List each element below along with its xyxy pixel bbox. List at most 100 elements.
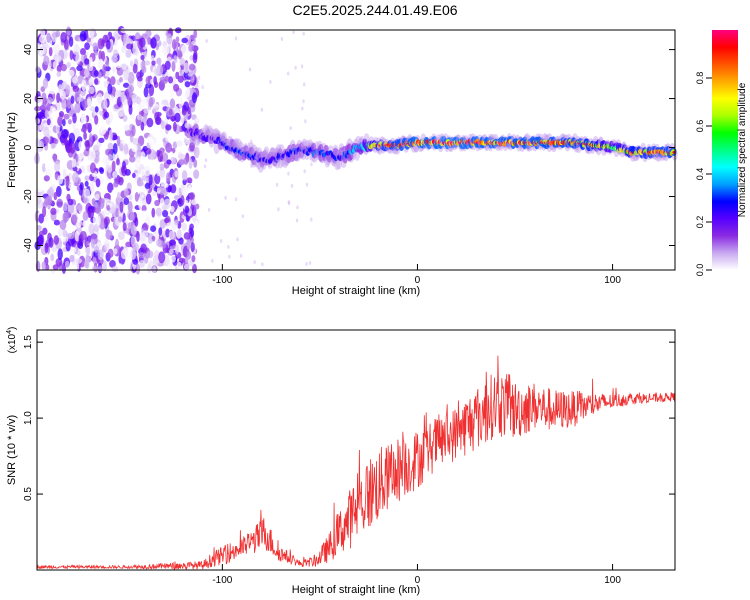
spectrogram-cell (190, 242, 195, 253)
spectrogram-cell (302, 99, 305, 104)
spectrogram-cell (117, 216, 123, 223)
spectrogram-cell (138, 252, 146, 259)
spectrogram-cell (94, 115, 99, 125)
spectrogram-cell (105, 39, 111, 50)
spectrogram-cell (74, 230, 80, 242)
spectrogram-cell (87, 26, 95, 39)
spectrogram-cell (172, 121, 177, 132)
spectrogram-cell (166, 159, 172, 165)
spectrogram-y-tick-label: 40 (23, 44, 34, 56)
spectrogram-cell (99, 167, 105, 174)
spectrogram-y-tick-label: -40 (23, 238, 34, 253)
spectrogram-cell (162, 209, 169, 218)
spectrogram-cell (131, 94, 138, 104)
spectrogram-cell (92, 42, 98, 51)
spectrogram-cell (105, 229, 113, 240)
spectrogram-cell (124, 169, 131, 176)
spectrogram-cell (147, 263, 152, 274)
spectrogram-cell (181, 109, 187, 116)
spectrogram-cell (193, 159, 198, 168)
spectrogram-cell (156, 187, 161, 194)
spectrogram-cell (121, 45, 126, 54)
spectrogram-cell (139, 259, 145, 268)
spectrogram-cell (334, 158, 341, 171)
spectrogram-cell (127, 201, 133, 213)
spectrogram-cell (43, 126, 50, 138)
snr-y-tick-label: 1.0 (23, 411, 34, 425)
spectrogram-cell (99, 110, 104, 116)
snr-x-label: Height of straight line (km) (292, 584, 420, 596)
spectrogram-x-tick-label: -100 (212, 275, 232, 286)
spectrogram-cell (161, 99, 169, 106)
spectrogram-cell (163, 217, 170, 224)
spectrogram-cell (140, 54, 145, 61)
spectrogram-cell (253, 260, 256, 265)
spectrogram-cell (126, 38, 134, 45)
spectrogram-cell (141, 65, 147, 74)
spectrogram-cell (144, 182, 151, 189)
spectrogram-cell (155, 116, 162, 126)
spectrogram-cell (181, 258, 186, 264)
spectrogram-cell (170, 184, 177, 194)
spectrogram-cell (145, 147, 152, 155)
spectrogram-cell (105, 59, 110, 68)
spectrogram-x-ticks: -100 0 100 (212, 264, 621, 286)
spectrogram-cell (192, 52, 198, 64)
spectrogram-cell (122, 114, 128, 122)
spectrogram-cell (247, 142, 251, 147)
spectrogram-cell (123, 69, 130, 81)
spectrogram-cell (37, 195, 42, 205)
snr-line (36, 355, 676, 571)
spectrogram-cell (169, 205, 175, 212)
spectrogram-cell (54, 160, 61, 172)
spectrogram-cell (181, 222, 187, 231)
spectrogram-cell (118, 111, 125, 117)
spectrogram-cell (129, 155, 136, 163)
spectrogram-cell (165, 124, 172, 131)
spectrogram-cell (92, 266, 98, 272)
spectrogram-cell (156, 238, 162, 247)
spectrogram-cell (172, 141, 178, 149)
spectrogram-cell (162, 241, 167, 249)
spectrogram-cell (143, 107, 150, 114)
spectrogram-cell (126, 43, 134, 50)
spectrogram-cell (84, 42, 91, 51)
spectrogram-cell (151, 60, 156, 66)
spectrogram-cell (184, 205, 190, 214)
spectrogram-x-label: Height of straight line (km) (292, 285, 420, 297)
spectrogram-cell (176, 140, 183, 147)
spectrogram-cell (145, 193, 152, 205)
spectrogram-cell (258, 151, 264, 160)
spectrogram-cell (72, 127, 80, 138)
spectrogram-cell (165, 228, 170, 238)
spectrogram-cell (43, 175, 50, 182)
spectrogram-cell (289, 126, 292, 131)
spectrogram-cell (163, 182, 169, 188)
spectrogram-cell (169, 248, 174, 255)
spectrogram-cell (109, 95, 115, 102)
spectrogram-cell (84, 58, 90, 65)
spectrogram-cell (193, 146, 200, 159)
spectrogram-cell (55, 30, 61, 38)
spectrogram-cell (111, 266, 119, 273)
spectrogram-cell (165, 132, 170, 142)
spectrogram-cell (129, 60, 134, 67)
spectrogram-cell (107, 182, 114, 193)
spectrogram-cell (275, 182, 279, 187)
colorbar-gradient (712, 30, 738, 270)
spectrogram-cell (94, 106, 99, 113)
colorbar-tick-label: 0.2 (695, 216, 705, 229)
spectrogram-cell (70, 95, 75, 105)
spectrogram-cell (95, 205, 101, 215)
spectrogram-cell (124, 124, 130, 131)
spectrogram-cell (88, 77, 94, 85)
spectrogram-cell (88, 208, 95, 219)
spectrogram-cell (88, 133, 93, 145)
spectrogram-cell (86, 96, 92, 107)
spectrogram-cell (148, 174, 153, 186)
spectrogram-cell (113, 248, 118, 255)
spectrogram-cell (228, 254, 231, 259)
spectrogram-cell (78, 140, 83, 150)
spectrogram-cell (235, 138, 242, 151)
